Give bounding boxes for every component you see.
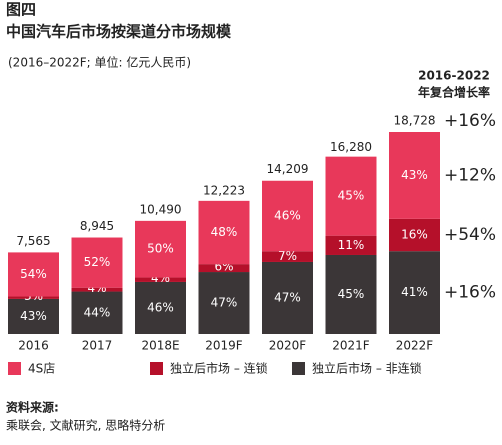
bar-segment	[325, 156, 377, 236]
bar-segment	[262, 180, 313, 252]
bar-segment	[135, 220, 186, 278]
x-tick-label: 2021F	[332, 339, 370, 353]
bar-segment	[135, 277, 186, 282]
bar-segment	[262, 261, 313, 334]
bar-segment	[8, 252, 59, 297]
bar-segment	[8, 296, 59, 299]
bar-segment	[71, 237, 123, 288]
legend-swatch	[292, 362, 305, 375]
subtitle: (2016–2022F; 单位: 亿元人民币)	[8, 55, 191, 70]
segment-label: 54%	[20, 267, 47, 281]
segment-label: 43%	[20, 309, 47, 323]
legend-swatch	[8, 362, 21, 375]
total-label: 12,223	[203, 184, 245, 198]
legend-swatch	[150, 362, 163, 375]
segment-label: 43%	[401, 168, 428, 182]
bar-segment	[389, 251, 440, 334]
bar-segment	[198, 200, 250, 265]
bar-segment	[71, 287, 123, 292]
total-label: 18,728	[394, 114, 436, 128]
segment-label: 46%	[147, 300, 174, 314]
legend-label: 4S店	[28, 362, 55, 376]
segment-label: 45%	[338, 287, 365, 301]
segment-label: 16%	[401, 228, 428, 242]
total-label: 16,280	[330, 140, 372, 154]
x-tick-label: 2017	[82, 339, 113, 353]
x-tick-label: 2018E	[141, 339, 179, 353]
source: 乘联会, 文献研究, 思略特分析	[6, 418, 165, 433]
bar-segment	[71, 291, 123, 334]
x-tick-label: 2020F	[269, 339, 307, 353]
source-label: 资料来源:	[6, 400, 59, 415]
bar-segment	[198, 264, 250, 273]
cagr-header: 2016-2022	[418, 69, 490, 83]
series-cagr: +54%	[444, 225, 496, 245]
x-tick-label: 2019F	[205, 339, 243, 353]
legend-label: 独立后市场 – 非连锁	[312, 361, 422, 376]
cagr-header: 年复合增长率	[418, 85, 490, 100]
total-label: 14,209	[267, 162, 309, 176]
segment-label: 44%	[84, 305, 111, 319]
x-tick-label: 2022F	[396, 339, 434, 353]
total-label: 8,945	[80, 219, 114, 233]
segment-label: 50%	[147, 242, 174, 256]
legend-label: 独立后市场 – 连锁	[170, 361, 268, 376]
bar-segment	[325, 235, 377, 255]
series-cagr: +12%	[444, 165, 496, 185]
total-cagr: +16%	[444, 111, 496, 131]
bar-segment	[325, 254, 377, 334]
segment-label: 52%	[84, 255, 111, 269]
segment-label: 47%	[211, 296, 238, 310]
x-tick-label: 2016	[18, 339, 49, 353]
bar-segment	[135, 281, 186, 334]
segment-label: 11%	[338, 238, 365, 252]
segment-label: 41%	[401, 285, 428, 299]
bar-segment	[389, 132, 440, 219]
bar-segment	[389, 218, 440, 252]
segment-label: 45%	[338, 189, 365, 203]
bar-segment	[262, 251, 313, 262]
segment-label: 7%	[278, 249, 297, 263]
total-label: 7,565	[16, 234, 50, 248]
bar-segment	[198, 272, 250, 334]
chart-title: 中国汽车后市场按渠道分市场规模	[6, 23, 232, 41]
series-cagr: +16%	[444, 283, 496, 303]
segment-label: 47%	[274, 290, 301, 304]
bar-segment	[8, 298, 59, 334]
segment-label: 46%	[274, 208, 301, 222]
segment-label: 48%	[211, 225, 238, 239]
total-label: 10,490	[140, 202, 182, 216]
figure-label: 图四	[6, 1, 36, 19]
